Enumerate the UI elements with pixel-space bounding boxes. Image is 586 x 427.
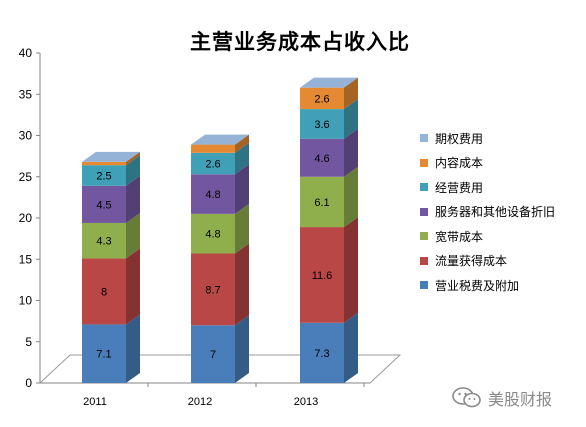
bar-segment-side bbox=[235, 142, 249, 175]
bar-segment bbox=[300, 87, 344, 110]
bar-segment-side bbox=[126, 175, 140, 223]
bar-segment bbox=[82, 324, 126, 383]
bar-segment bbox=[82, 161, 126, 166]
x-tick-label: 2011 bbox=[83, 396, 107, 408]
bar-segment-side bbox=[344, 128, 358, 177]
bar-segment-side bbox=[344, 312, 358, 383]
legend-item: 服务器和其他设备折旧 bbox=[420, 200, 580, 225]
bar-segment bbox=[191, 152, 235, 175]
legend-swatch bbox=[420, 207, 428, 216]
data-label: 3.6 bbox=[314, 119, 329, 131]
legend-item: 营业税费及附加 bbox=[420, 273, 580, 298]
bar-segment-side bbox=[126, 314, 140, 383]
legend-label: 流量获得成本 bbox=[435, 254, 508, 269]
data-label: 4.3 bbox=[96, 236, 111, 248]
data-label: 8 bbox=[101, 286, 107, 298]
bar-segment bbox=[300, 227, 344, 323]
chart-title: 主营业务成本占收入比 bbox=[190, 29, 410, 54]
data-label: 7.1 bbox=[96, 349, 111, 361]
bar-segment bbox=[82, 222, 126, 259]
y-tick-label: 15 bbox=[19, 252, 33, 266]
bar-segment-side bbox=[235, 243, 249, 326]
y-tick-label: 35 bbox=[19, 87, 33, 101]
bar-segment-side bbox=[344, 166, 358, 228]
legend-label: 服务器和其他设备折旧 bbox=[435, 205, 556, 220]
legend-label: 内容成本 bbox=[435, 156, 484, 171]
bar-segment bbox=[300, 138, 344, 177]
data-label: 7 bbox=[210, 349, 216, 361]
bar-segment-side bbox=[344, 77, 358, 110]
legend-swatch bbox=[420, 158, 428, 167]
legend-swatch bbox=[420, 183, 428, 192]
bar-segment-side bbox=[126, 212, 140, 259]
x-tick-label: 2012 bbox=[188, 396, 212, 408]
bar-segment-side bbox=[126, 248, 140, 325]
bar-top-cap bbox=[82, 151, 140, 162]
legend-item: 宽带成本 bbox=[420, 224, 580, 249]
data-label: 2.6 bbox=[205, 159, 220, 171]
data-label: 4.6 bbox=[314, 153, 329, 165]
bar-segment bbox=[300, 176, 344, 228]
legend-label: 期权费用 bbox=[435, 131, 484, 146]
legend-item: 内容成本 bbox=[420, 151, 580, 176]
y-tick-label: 10 bbox=[19, 294, 33, 308]
x-tick-label: 2013 bbox=[294, 396, 318, 408]
legend-swatch bbox=[420, 256, 428, 265]
data-label: 4.5 bbox=[96, 199, 111, 211]
y-tick-label: 25 bbox=[19, 170, 33, 184]
y-tick-label: 30 bbox=[19, 129, 33, 143]
bar-segment bbox=[82, 165, 126, 186]
legend-swatch bbox=[420, 232, 428, 241]
bar-segment-side bbox=[344, 99, 358, 139]
data-label: 8.7 bbox=[205, 284, 220, 296]
watermark: 美股财报 bbox=[452, 386, 552, 410]
data-label: 4.8 bbox=[205, 229, 220, 241]
watermark-text: 美股财报 bbox=[488, 390, 553, 409]
bar-stack-2013: 7.3 11.6 6.1 4.6 3.6 2.6 bbox=[300, 77, 358, 383]
bar-segment bbox=[82, 258, 126, 325]
bar-segment-side bbox=[344, 217, 358, 323]
legend-label: 营业税费及附加 bbox=[435, 278, 520, 293]
y-tick-label: 0 bbox=[25, 376, 32, 390]
bar-segment bbox=[82, 185, 126, 223]
data-label: 7.3 bbox=[314, 348, 329, 360]
wechat-icon bbox=[452, 386, 482, 410]
legend-swatch bbox=[420, 134, 428, 143]
bar-segment-side bbox=[235, 315, 249, 383]
data-label: 11.6 bbox=[312, 270, 333, 282]
legend-item: 期权费用 bbox=[420, 126, 580, 151]
bar-top-cap bbox=[191, 134, 249, 145]
bar-segment bbox=[191, 174, 235, 214]
data-label: 2.5 bbox=[96, 171, 111, 183]
bar-segment bbox=[300, 109, 344, 139]
y-tick-label: 40 bbox=[19, 46, 33, 60]
legend-swatch bbox=[420, 281, 428, 290]
bar-segment bbox=[191, 253, 235, 326]
chart-legend: 期权费用内容成本经营费用服务器和其他设备折旧 宽带成本流量获得成本 营业税费及附加 bbox=[420, 126, 580, 298]
bar-stack-2012: 78.74.84.82.61 bbox=[191, 134, 249, 383]
bar-segment bbox=[191, 325, 235, 383]
data-label: 6.1 bbox=[314, 197, 329, 209]
legend-label: 宽带成本 bbox=[435, 229, 484, 244]
y-tick-label: 20 bbox=[19, 211, 33, 225]
data-label: 2.6 bbox=[314, 93, 329, 105]
bar-segment-side bbox=[126, 155, 140, 186]
bar-segment-side bbox=[235, 134, 249, 153]
y-tick-label: 5 bbox=[25, 335, 32, 349]
bar-segment bbox=[191, 213, 235, 254]
data-label: 4.8 bbox=[205, 189, 220, 201]
legend-item: 流量获得成本 bbox=[420, 249, 580, 274]
bar-segment-side bbox=[235, 203, 249, 254]
bar-segment-side bbox=[235, 164, 249, 214]
bar-segment bbox=[191, 144, 235, 153]
bar-stack-2011: 7.184.34.52.50.4 bbox=[82, 151, 140, 383]
bar-top-cap bbox=[300, 77, 358, 88]
legend-item: 经营费用 bbox=[420, 175, 580, 200]
bar-segment-side bbox=[126, 151, 140, 166]
legend-label: 经营费用 bbox=[435, 180, 484, 195]
bar-segment bbox=[300, 322, 344, 383]
